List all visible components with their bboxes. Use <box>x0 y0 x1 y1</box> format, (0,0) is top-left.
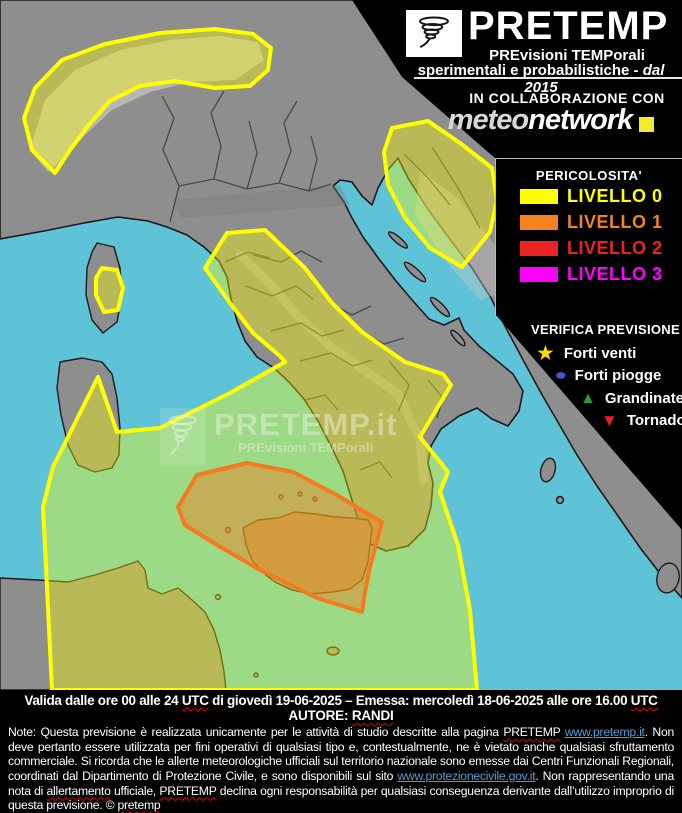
note-text: . Non deve pertanto essere utilizzata pe… <box>8 725 674 783</box>
croatian-island <box>403 261 427 283</box>
triangle-up-icon: ▲ <box>580 389 596 407</box>
sardinia <box>56 357 121 473</box>
meteonetwork-square-icon <box>639 117 655 132</box>
verify-item-label: Forti venti <box>563 345 637 362</box>
risk-level-row: LIVELLO 3 <box>520 261 682 287</box>
meteonetwork-network: network <box>528 104 633 136</box>
tagline2-text: sperimentali e probabilistiche - <box>417 62 643 79</box>
small-island <box>312 496 318 502</box>
brand-title: PRETEMP <box>468 4 669 48</box>
validity-text: Valida dalle ore 00 alle 24 <box>24 693 182 708</box>
risk-legend-panel: PERICOLOSITA' LIVELLO 0 LIVELLO 1 LIVELL… <box>495 158 682 316</box>
apennines-highlight <box>235 250 429 485</box>
meteonetwork-meteo: meteo <box>447 104 529 136</box>
brand-tagline-1: PREvisioni TEMPorali <box>489 47 645 64</box>
croatian-island <box>429 296 451 318</box>
ionian-island <box>539 457 557 483</box>
brand-tagline-2: sperimentali e probabilistiche - dal 201… <box>400 62 682 96</box>
level0-zone-alps <box>22 27 273 175</box>
meteonetwork-logo: meteo network <box>420 104 682 137</box>
malta <box>326 646 340 656</box>
ionian-island <box>555 495 565 505</box>
small-island <box>224 526 232 534</box>
level3-swatch <box>520 266 558 282</box>
tagline2-year: dal 2015 <box>524 62 665 96</box>
star-icon: ★ <box>536 342 555 365</box>
circle-icon: ● <box>554 366 568 384</box>
risk-legend-title: PERICOLOSITA' <box>535 168 643 183</box>
risk-level-row: LIVELLO 0 <box>520 183 682 209</box>
watermark-title: PRETEMP.it <box>214 407 398 442</box>
validity-line: Valida dalle ore 00 alle 24 UTC di giove… <box>0 693 682 708</box>
north-africa <box>0 560 227 690</box>
watermark-tornado-icon <box>160 408 206 466</box>
triangle-down-icon: ▼ <box>601 411 618 430</box>
note-brand: PRETEMP <box>159 783 217 798</box>
watermark: PRETEMP.it PREvisioni TEMPorali <box>160 407 398 466</box>
note-text: . Non rappresentando una nota di <box>8 768 674 798</box>
header-divider <box>414 77 682 79</box>
collaboration-label: IN COLLABORAZIONE CON <box>469 90 665 106</box>
level1-zone-sicily <box>176 461 384 614</box>
validity-text: di giovedì 19-06-2025 – Emessa: mercoled… <box>208 693 631 708</box>
alps-highlight <box>30 36 264 172</box>
level0-label: LIVELLO 0 <box>567 185 663 206</box>
level0-zone-corsica <box>94 266 125 314</box>
croatian-island <box>450 329 466 347</box>
level1-label: LIVELLO 1 <box>567 211 663 232</box>
author-label: AUTORE: <box>288 708 352 723</box>
disclaimer-note: Note: Questa previsione è realizzata uni… <box>8 725 674 813</box>
note-brand: PRETEMP <box>503 725 561 739</box>
balkans-highlight <box>415 170 510 300</box>
risk-level-row: LIVELLO 2 <box>520 235 682 261</box>
level0-zone-balkans <box>382 119 499 269</box>
note-text: ufficiale, <box>110 783 160 798</box>
note-text: declina ogni responsabilità per qualsias… <box>8 783 674 813</box>
watermark-subtitle: PREvisioni TEMPorali <box>238 440 374 456</box>
level2-label: LIVELLO 2 <box>567 237 663 258</box>
verify-item-hail: ▲ Grandinate <box>580 390 682 407</box>
author-name: RANDI <box>351 708 394 723</box>
verify-legend-title: VERIFICA PREVISIONE <box>531 322 680 337</box>
validity-utc2: UTC <box>630 693 658 708</box>
verify-item-label: Forti piogge <box>574 367 662 384</box>
level1-swatch <box>520 214 558 230</box>
verify-item-wind: ★ Forti venti <box>536 343 636 364</box>
note-text: Note: Questa previsione è realizzata uni… <box>8 725 504 739</box>
risk-level-row: LIVELLO 1 <box>520 209 682 235</box>
croatian-island <box>387 231 409 249</box>
small-island <box>214 593 222 601</box>
region-borders <box>161 90 481 479</box>
verify-item-tornado: ▼ Tornado <box>601 412 682 429</box>
protezionecivile-link[interactable]: www.protezionecivile.gov.it <box>397 768 536 783</box>
verify-item-label: Tornado <box>626 412 682 429</box>
copyright-symbol: © <box>105 798 115 813</box>
level0-swatch <box>520 188 558 204</box>
verify-item-label: Grandinate <box>604 390 682 407</box>
level3-label: LIVELLO 3 <box>567 263 663 284</box>
small-island <box>278 494 284 500</box>
footer: Valida dalle ore 00 alle 24 UTC di giove… <box>0 690 682 813</box>
note-pretemp-word: pretemp <box>117 798 161 813</box>
validity-utc1: UTC <box>181 693 209 708</box>
pretemp-logo-box <box>406 10 462 57</box>
ionian-island <box>656 562 680 594</box>
tornado-icon <box>419 16 449 48</box>
small-island <box>297 491 303 497</box>
small-island <box>253 672 259 678</box>
po-valley-shade <box>172 185 350 218</box>
pretemp-link[interactable]: www.pretemp.it <box>564 725 645 739</box>
islands <box>0 231 680 690</box>
verify-item-rain: ● Forti piogge <box>554 366 662 384</box>
level2-swatch <box>520 240 558 256</box>
note-word: allertamento <box>46 783 111 798</box>
author-line: AUTORE: RANDI <box>0 708 682 723</box>
